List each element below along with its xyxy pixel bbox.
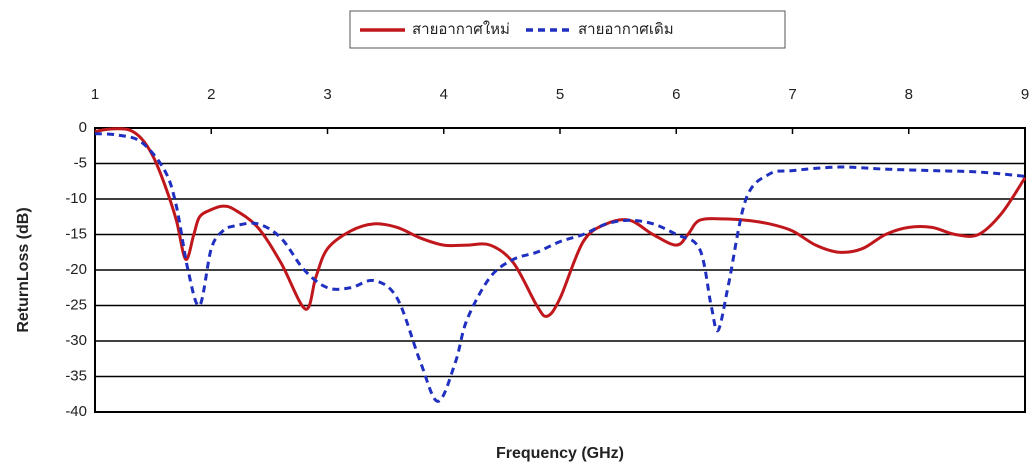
- x-tick-label: 5: [556, 86, 564, 103]
- x-tick-label: 9: [1021, 86, 1029, 103]
- y-tick-label: -10: [65, 190, 87, 207]
- series-line: [94, 132, 1026, 403]
- series-line: [94, 127, 1027, 318]
- x-tick-label: 8: [905, 86, 913, 103]
- y-tick-label: -35: [65, 367, 87, 384]
- y-axis-title: ReturnLoss (dB): [15, 207, 32, 332]
- x-tick-label: 3: [323, 86, 331, 103]
- x-axis-title: Frequency (GHz): [496, 445, 624, 462]
- legend-label: สายอากาศใหม่: [412, 20, 510, 38]
- y-tick-label: -20: [65, 261, 87, 278]
- y-tick-label: -15: [65, 225, 87, 242]
- plot-frame: [94, 127, 1026, 413]
- x-tick-label: 6: [672, 86, 680, 103]
- y-tick-label: -5: [74, 154, 87, 171]
- y-tick-label: -30: [65, 332, 87, 349]
- x-tick-label: 2: [207, 86, 215, 103]
- x-tick-label: 4: [440, 86, 448, 103]
- y-tick-label: -40: [65, 403, 87, 420]
- y-tick-label: -25: [65, 296, 87, 313]
- x-tick-label: 7: [788, 86, 796, 103]
- legend-label: สายอากาศเดิม: [578, 21, 674, 38]
- x-tick-label: 1: [91, 86, 99, 103]
- y-tick-label: 0: [79, 119, 87, 136]
